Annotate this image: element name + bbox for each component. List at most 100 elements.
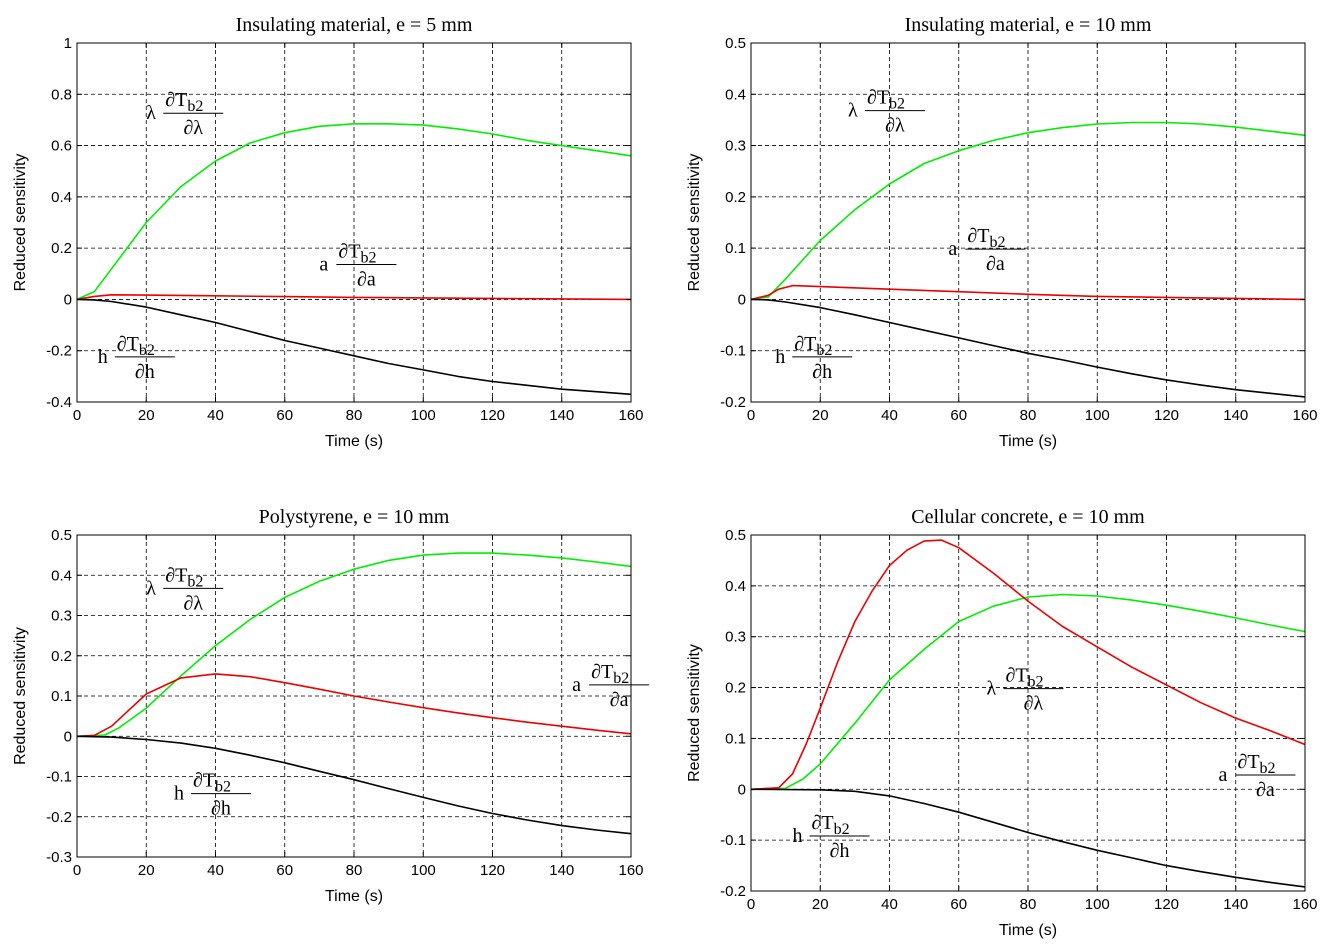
y-tick-label: -0.3 [46, 849, 72, 866]
annotation-numerator: ∂Tb2 [867, 87, 905, 113]
series-annotation: a∂Tb2∂a [1218, 751, 1296, 801]
annotation-coefficient: a [572, 674, 581, 696]
chart-title: Polystyrene, e = 10 mm [259, 506, 450, 528]
x-tick-label: 100 [1085, 407, 1110, 424]
x-tick-label: 0 [747, 407, 755, 424]
y-tick-label: 0.1 [725, 240, 746, 257]
annotation-numerator-main: ∂T [117, 333, 139, 355]
chart-panel: 0 20 40 60 80 100 120 140 160 -0.2 -0.1 0 0.1 0.2 0.3 0… [686, 506, 1318, 939]
y-tick-label: 0.4 [51, 189, 72, 206]
series-line [76, 552, 632, 738]
x-tick-label: 160 [618, 407, 643, 424]
annotation-coefficient: h [174, 783, 184, 805]
y-tick-label: 0.8 [51, 86, 72, 103]
annotation-coefficient: λ [986, 678, 996, 700]
x-tick-label: 20 [812, 407, 829, 424]
annotation-coefficient: h [793, 825, 803, 847]
annotation-denominator: ∂a [1256, 779, 1275, 801]
series-annotation: a∂Tb2∂a [572, 661, 650, 711]
annotation-numerator-main: ∂T [591, 661, 613, 683]
annotation-coefficient: a [319, 254, 328, 276]
y-tick-label: -0.1 [46, 769, 72, 786]
y-tick-label: 0.1 [725, 730, 746, 747]
y-tick-label: 0.1 [51, 688, 72, 705]
annotation-numerator: ∂Tb2 [193, 770, 231, 796]
annotation-numerator-main: ∂T [165, 89, 187, 111]
series-annotation: a ∂Tb2 ∂a [319, 241, 397, 291]
x-tick-label: 120 [480, 407, 505, 424]
annotation-coefficient: λ [848, 100, 858, 122]
y-tick-label: 0.4 [725, 578, 746, 595]
series-annotation: h∂Tb2∂h [793, 812, 870, 862]
series-annotation: λ∂Tb2∂λ [986, 665, 1064, 715]
series-line [750, 788, 1306, 888]
x-tick-label: 120 [480, 862, 505, 879]
series-annotation: λ∂Tb2∂λ [146, 89, 224, 139]
y-axis-label: Reduced sensitivity [12, 154, 29, 292]
series-line [750, 593, 1306, 791]
annotation-numerator-subscript: b2 [834, 821, 850, 838]
y-tick-label: 0.3 [725, 629, 746, 646]
x-tick-label: 60 [950, 407, 967, 424]
y-tick-label: 0.2 [51, 648, 72, 665]
y-tick-label: -0.2 [720, 883, 746, 900]
annotation-denominator: ∂h [135, 361, 155, 383]
y-axis-label: Reduced sensitivity [686, 644, 703, 782]
annotation-numerator-subscript: b2 [1260, 760, 1276, 777]
y-tick-label: -0.2 [720, 394, 746, 411]
y-tick-label: -0.4 [46, 394, 72, 411]
annotation-numerator-subscript: b2 [1028, 674, 1044, 691]
chart-panel: 0 20 40 60 80 100 120 140 160 -0.4 -0.2 0 0.2 0.4 0.6 0… [12, 14, 644, 450]
annotation-coefficient: a [948, 238, 957, 260]
y-axis-label: Reduced sensitivity [686, 154, 703, 292]
annotation-numerator-subscript: b2 [187, 98, 203, 115]
series-line [76, 123, 632, 301]
annotation-coefficient: a [1218, 764, 1227, 786]
series-annotation: h∂Tb2∂h [775, 333, 853, 383]
x-tick-label: 20 [812, 896, 829, 913]
x-tick-label: 0 [747, 896, 755, 913]
x-axis-label: Time (s) [325, 888, 383, 905]
annotation-denominator: ∂h [812, 361, 832, 383]
annotation-numerator: ∂Tb2 [967, 225, 1005, 251]
y-tick-label: 0.6 [51, 138, 72, 155]
x-tick-label: 60 [276, 862, 293, 879]
x-tick-label: 80 [1020, 407, 1037, 424]
annotation-numerator: ∂Tb2 [1005, 665, 1043, 691]
annotation-numerator-subscript: b2 [215, 779, 231, 796]
x-tick-label: 160 [1292, 407, 1317, 424]
series-line [750, 121, 1306, 301]
y-tick-label: -0.2 [46, 343, 72, 360]
series-annotation: λ∂Tb2∂λ [848, 87, 925, 137]
x-tick-label: 0 [73, 862, 81, 879]
chart-panel: 0 20 40 60 80 100 120 140 160 -0.3 -0.2 -0.1 0 0.1 0.2… [12, 506, 650, 905]
annotation-numerator-main: ∂T [967, 225, 989, 247]
x-tick-label: 40 [881, 407, 898, 424]
y-tick-label: -0.2 [46, 809, 72, 826]
annotation-coefficient: λ [146, 577, 156, 599]
y-tick-label: 0 [64, 728, 72, 745]
y-tick-label: 0.3 [725, 138, 746, 155]
y-tick-label: 0 [64, 291, 72, 308]
x-tick-label: 140 [1223, 896, 1248, 913]
annotation-numerator-main: ∂T [794, 333, 816, 355]
series-line [750, 298, 1306, 398]
annotation-numerator-main: ∂T [867, 87, 889, 109]
annotation-numerator-main: ∂T [338, 241, 360, 263]
series-line [750, 284, 1306, 301]
x-tick-label: 100 [411, 407, 436, 424]
annotation-numerator: ∂Tb2 [794, 333, 832, 359]
y-tick-label: 0.5 [51, 527, 72, 544]
y-tick-label: 0.5 [725, 527, 746, 544]
annotation-numerator-subscript: b2 [613, 670, 629, 687]
annotation-numerator-subscript: b2 [360, 250, 376, 267]
series-line [76, 298, 632, 396]
annotation-numerator-main: ∂T [812, 812, 834, 834]
annotation-denominator: ∂λ [885, 115, 905, 137]
annotation-denominator: ∂a [357, 269, 376, 291]
annotation-numerator-subscript: b2 [889, 96, 905, 113]
annotation-numerator-main: ∂T [193, 770, 215, 792]
annotation-numerator-subscript: b2 [816, 342, 832, 359]
annotation-numerator: ∂Tb2 [812, 812, 850, 838]
